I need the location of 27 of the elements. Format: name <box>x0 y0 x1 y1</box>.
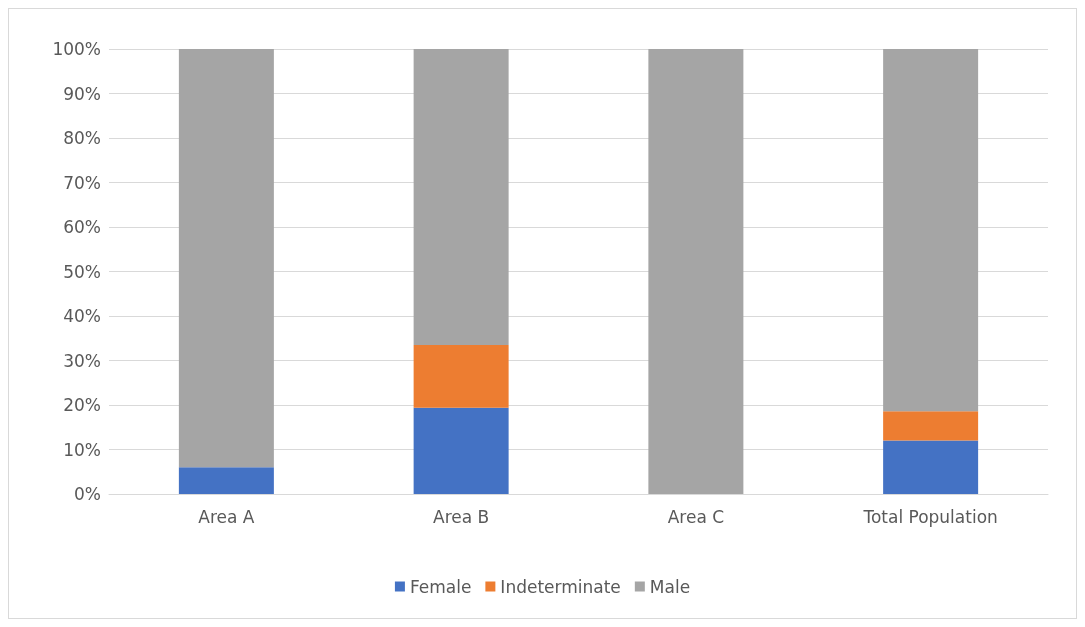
bar <box>178 49 274 468</box>
y-tick-label: 90% <box>63 83 101 104</box>
y-tick-label: 70% <box>63 172 101 193</box>
y-tick-label: 60% <box>63 217 101 237</box>
y-tick-label: 20% <box>63 395 101 415</box>
y-tick-label: 40% <box>63 306 101 326</box>
bar <box>883 440 979 494</box>
y-tick-label: 0% <box>74 484 101 504</box>
bar <box>883 411 979 441</box>
bar <box>413 344 509 408</box>
x-tick-label: Area B <box>433 506 490 527</box>
x-tick-label: Total Population <box>862 506 998 527</box>
bar <box>413 407 509 494</box>
y-tick-label: 80% <box>63 128 101 148</box>
y-tick-label: 30% <box>63 350 101 371</box>
legend-label: Indeterminate <box>500 576 621 597</box>
y-tick-label: 50% <box>63 261 101 282</box>
y-tick-label: 100% <box>52 39 101 59</box>
bar <box>178 467 274 494</box>
legend-label: Male <box>649 576 691 597</box>
bar <box>883 49 979 412</box>
x-tick-label: Area C <box>667 506 725 527</box>
x-tick-label: Area A <box>198 506 255 527</box>
bar <box>648 49 744 494</box>
bar <box>413 49 509 345</box>
legend-label: Female <box>409 576 472 597</box>
y-tick-label: 10% <box>63 439 101 460</box>
